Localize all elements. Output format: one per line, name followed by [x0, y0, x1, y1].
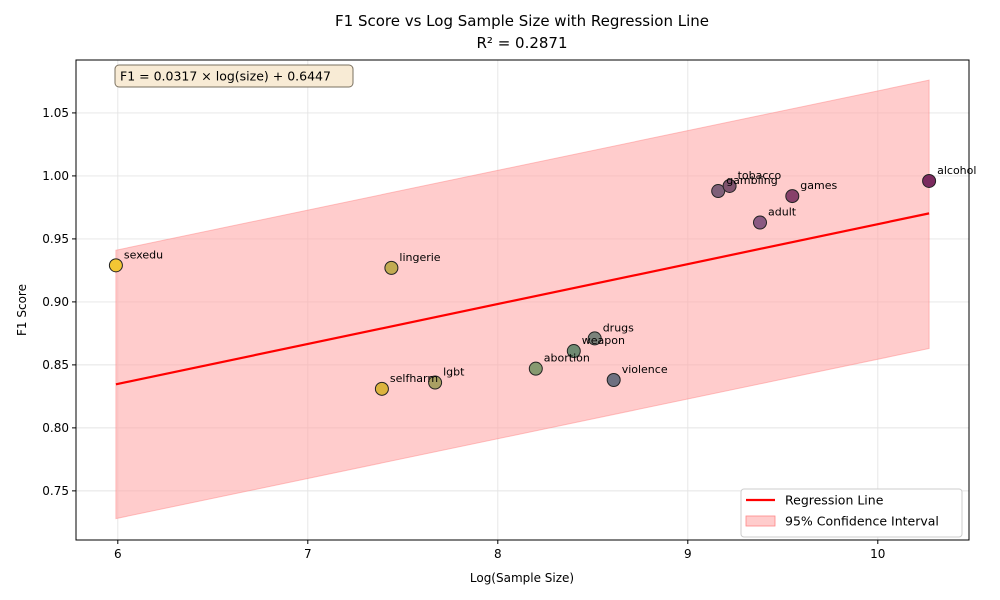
y-axis-ticks: 0.75 0.80 0.85 0.90 0.95 1.00 1.05 — [42, 106, 76, 498]
y-tick-label: 0.95 — [42, 232, 69, 246]
legend-ci-swatch — [745, 515, 776, 527]
points-layer — [108, 173, 937, 396]
y-tick-label: 1.05 — [42, 106, 69, 120]
legend-regression-label: Regression Line — [785, 493, 884, 508]
point-label-tobacco: tobacco — [738, 169, 782, 182]
legend-frame — [740, 488, 963, 538]
regression-line — [115, 212, 930, 386]
point-label-sexedu: sexedu — [124, 248, 163, 261]
data-point-gambling — [711, 184, 726, 199]
point-label-gambling: gambling — [726, 174, 778, 187]
y-tick-label: 0.85 — [42, 358, 69, 372]
data-point-alcohol — [922, 173, 937, 188]
point-label-selfharm: selfharm — [390, 372, 438, 385]
point-label-violence: violence — [622, 363, 668, 376]
data-point-lingerie — [384, 260, 399, 275]
equation-box: F1 = 0.0317 × log(size) + 0.6447 — [114, 64, 354, 88]
legend: Regression Line 95% Confidence Interval — [740, 488, 963, 538]
y-axis-label: F1 Score — [15, 284, 29, 336]
point-label-abortion: abortion — [544, 352, 590, 365]
point-labels: sexedu lingerie selfharm lgbt abortion weapon… — [124, 164, 977, 385]
y-tick-label: 0.80 — [42, 421, 69, 435]
chart-title: F1 Score vs Log Sample Size with Regress… — [335, 12, 709, 30]
x-tick-label: 7 — [304, 547, 312, 561]
point-label-drugs: drugs — [603, 321, 634, 334]
point-label-weapon: weapon — [582, 334, 625, 347]
point-label-alcohol: alcohol — [937, 164, 976, 177]
data-point-lgbt — [428, 375, 443, 390]
data-point-abortion — [528, 361, 543, 376]
chart-subtitle: R² = 0.2871 — [476, 34, 567, 52]
x-tick-label: 10 — [870, 547, 885, 561]
plot-frame — [75, 59, 970, 541]
equation-text: F1 = 0.0317 × log(size) + 0.6447 — [120, 69, 331, 84]
y-tick-label: 0.75 — [42, 484, 69, 498]
data-point-weapon — [566, 344, 581, 359]
data-point-violence — [606, 373, 621, 387]
x-axis-label: Log(Sample Size) — [470, 571, 574, 585]
point-label-lgbt: lgbt — [443, 366, 465, 379]
data-point-adult — [753, 215, 767, 230]
data-point-selfharm — [374, 381, 389, 396]
equation-box-frame — [114, 64, 354, 88]
data-point-sexedu — [108, 258, 123, 273]
point-label-adult: adult — [768, 206, 797, 219]
x-tick-label: 8 — [494, 547, 502, 561]
regression-layer — [115, 212, 930, 386]
y-tick-label: 1.00 — [42, 169, 69, 183]
data-point-drugs — [587, 331, 602, 346]
point-label-lingerie: lingerie — [399, 251, 440, 264]
legend-ci-label: 95% Confidence Interval — [785, 514, 939, 529]
data-point-tobacco — [722, 178, 737, 193]
x-axis-ticks: 6 7 8 9 10 — [114, 540, 885, 561]
point-label-games: games — [800, 179, 837, 192]
data-point-games — [785, 189, 800, 204]
x-tick-label: 6 — [114, 547, 122, 561]
x-tick-label: 9 — [684, 547, 692, 561]
y-tick-label: 0.90 — [42, 295, 69, 309]
